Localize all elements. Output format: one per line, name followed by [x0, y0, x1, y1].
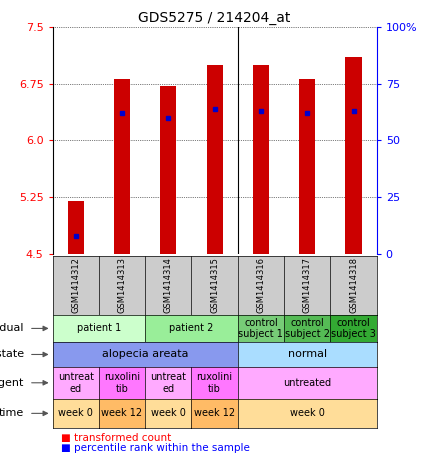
Text: ■ percentile rank within the sample: ■ percentile rank within the sample — [61, 443, 250, 453]
Text: alopecia areata: alopecia areata — [102, 349, 188, 360]
Text: normal: normal — [288, 349, 327, 360]
Text: GSM1414312: GSM1414312 — [71, 257, 80, 313]
Text: control
subject 3: control subject 3 — [331, 318, 376, 339]
Text: disease state: disease state — [0, 349, 24, 360]
Text: week 12: week 12 — [102, 408, 143, 419]
Text: ■ transformed count: ■ transformed count — [61, 433, 172, 443]
Text: untreated: untreated — [283, 378, 331, 388]
Text: ruxolini
tib: ruxolini tib — [104, 372, 140, 394]
Title: GDS5275 / 214204_at: GDS5275 / 214204_at — [138, 11, 291, 25]
Text: GSM1414317: GSM1414317 — [303, 257, 312, 313]
Text: week 0: week 0 — [290, 408, 325, 419]
Text: week 0: week 0 — [58, 408, 93, 419]
Text: patient 1: patient 1 — [77, 323, 121, 333]
Text: GSM1414318: GSM1414318 — [349, 257, 358, 313]
Text: agent: agent — [0, 378, 24, 388]
Text: GSM1414313: GSM1414313 — [117, 257, 127, 313]
Text: GSM1414316: GSM1414316 — [256, 257, 265, 313]
Bar — [114, 78, 130, 254]
Text: patient 2: patient 2 — [169, 323, 214, 333]
Text: time: time — [0, 408, 24, 419]
Bar — [67, 201, 84, 254]
Text: control
subject 2: control subject 2 — [285, 318, 330, 339]
Bar — [299, 78, 315, 254]
Bar — [160, 86, 177, 254]
Text: week 0: week 0 — [151, 408, 186, 419]
Text: week 12: week 12 — [194, 408, 235, 419]
Text: individual: individual — [0, 323, 24, 333]
Bar — [346, 58, 362, 254]
Text: untreat
ed: untreat ed — [150, 372, 186, 394]
Bar — [253, 65, 269, 254]
Text: ruxolini
tib: ruxolini tib — [197, 372, 233, 394]
Text: GSM1414315: GSM1414315 — [210, 257, 219, 313]
Text: GSM1414314: GSM1414314 — [164, 257, 173, 313]
Text: untreat
ed: untreat ed — [58, 372, 94, 394]
Text: control
subject 1: control subject 1 — [238, 318, 283, 339]
Bar — [207, 65, 223, 254]
